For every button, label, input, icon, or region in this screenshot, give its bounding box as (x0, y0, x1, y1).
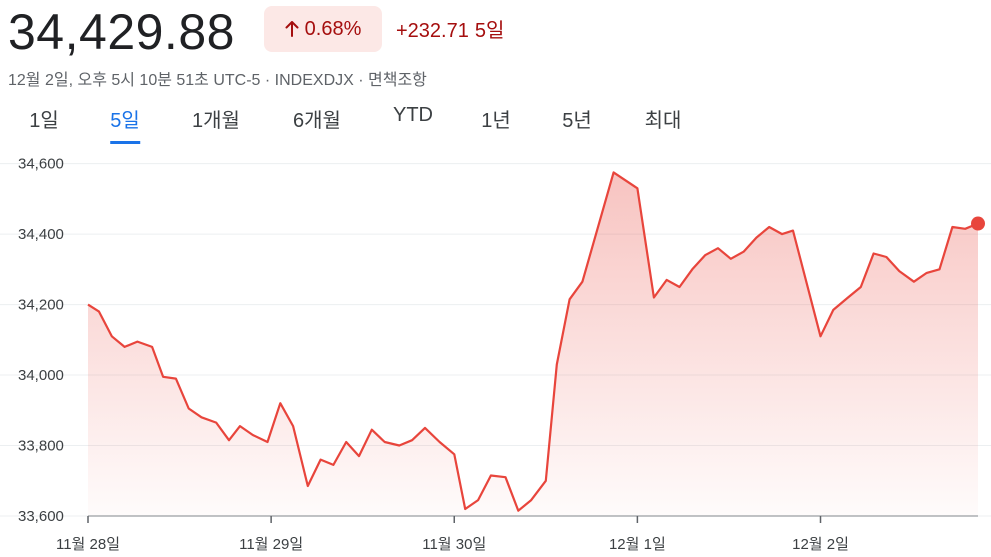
y-tick-label: 34,000 (18, 367, 64, 384)
arrow-up-icon (285, 21, 299, 37)
y-tick-label: 34,400 (18, 226, 64, 243)
y-tick-label: 34,600 (18, 156, 64, 173)
tab-1m[interactable]: 1개월 (192, 110, 240, 132)
tab-5y[interactable]: 5년 (562, 110, 592, 132)
last-price-dot (971, 216, 985, 231)
x-tick-label: 12월 2일 (792, 536, 849, 553)
y-tick-label: 33,600 (18, 508, 64, 525)
current-price: 34,429.88 (8, 4, 235, 60)
tab-6m[interactable]: 6개월 (293, 110, 341, 132)
tab-1y[interactable]: 1년 (481, 110, 511, 132)
x-tick-label: 11월 30일 (422, 536, 486, 553)
x-tick-label: 11월 28일 (56, 536, 120, 553)
absolute-change: +232.71 5일 (396, 14, 504, 43)
x-tick-label: 12월 1일 (609, 536, 666, 553)
y-tick-label: 34,200 (18, 297, 64, 314)
price-chart[interactable]: 33,600 33,800 34,000 34,200 34,400 34,600 11월… (0, 140, 991, 557)
range-tabs: 1일 5일 1개월 6개월 YTD 1년 5년 최대 (0, 104, 991, 144)
y-tick-label: 33,800 (18, 438, 64, 455)
tab-5d[interactable]: 5일 (110, 104, 140, 144)
absolute-change-value: +232.71 (396, 20, 469, 42)
tab-max[interactable]: 최대 (644, 110, 682, 132)
change-period: 5일 (474, 20, 505, 42)
percent-change-badge: 0.68% (264, 6, 382, 52)
tab-1d[interactable]: 1일 (29, 110, 59, 132)
price-line (87, 171, 979, 512)
percent-change-value: 0.68% (304, 17, 362, 40)
price-area-fill (88, 172, 978, 516)
x-tick-label: 11월 29일 (239, 536, 303, 553)
quote-meta: 12월 2일, 오후 5시 10분 51초 UTC-5 · INDEXDJX ·… (8, 72, 427, 89)
tab-ytd[interactable]: YTD (393, 104, 433, 126)
